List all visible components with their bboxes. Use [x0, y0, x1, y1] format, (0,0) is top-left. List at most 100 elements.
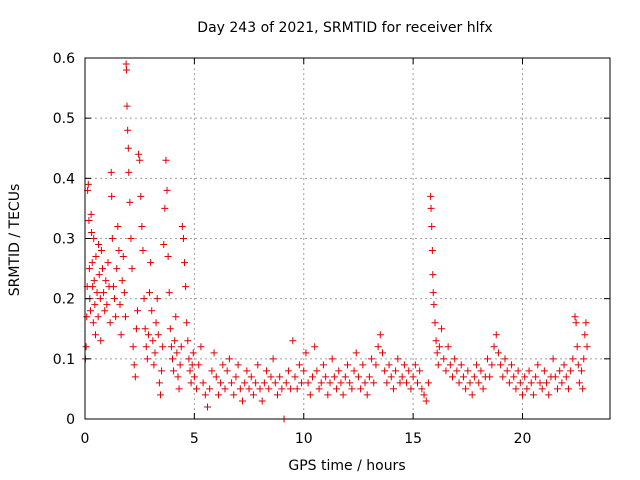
data-point — [104, 259, 112, 267]
data-point — [167, 343, 175, 351]
data-point — [162, 156, 170, 164]
data-point — [124, 144, 132, 152]
data-point — [540, 367, 548, 375]
data-point — [113, 265, 121, 273]
data-point — [416, 367, 424, 375]
data-point — [424, 379, 432, 387]
data-point — [510, 373, 518, 381]
data-point — [169, 355, 176, 363]
data-point — [132, 325, 140, 333]
data-point — [100, 289, 108, 297]
data-point — [225, 355, 233, 363]
data-point — [144, 331, 152, 339]
data-point — [119, 253, 127, 261]
data-point — [82, 343, 90, 351]
data-point — [352, 349, 360, 357]
data-point — [159, 343, 167, 351]
data-point — [350, 367, 358, 375]
data-point — [170, 367, 178, 375]
data-point — [453, 367, 461, 375]
data-point — [435, 343, 443, 351]
data-point — [188, 361, 196, 369]
data-point — [567, 367, 575, 375]
data-point — [182, 283, 190, 291]
data-point — [112, 313, 120, 321]
data-point — [302, 349, 310, 357]
data-point — [319, 361, 327, 369]
x-tick-labels: 0 5 10 15 20 — [81, 431, 532, 447]
data-point — [311, 343, 319, 351]
x-tick-label: 20 — [514, 431, 532, 447]
data-point — [376, 331, 384, 339]
data-point — [581, 331, 589, 339]
x-tick-label: 15 — [404, 431, 422, 447]
data-point — [282, 379, 290, 387]
data-point — [94, 313, 102, 321]
data-point — [258, 397, 266, 405]
data-point — [120, 289, 128, 297]
data-point — [392, 367, 400, 375]
data-point — [363, 391, 371, 399]
data-point — [418, 385, 426, 393]
data-point — [346, 379, 354, 387]
data-point — [190, 373, 198, 381]
data-point — [492, 331, 500, 339]
y-tick-label: 0.1 — [53, 352, 75, 368]
data-point — [206, 385, 214, 393]
data-point — [430, 301, 438, 309]
data-point — [543, 379, 551, 387]
data-point — [139, 247, 147, 255]
data-point — [197, 343, 205, 351]
data-point — [354, 373, 362, 381]
data-point — [134, 307, 141, 315]
data-point — [438, 325, 446, 333]
data-point — [564, 385, 572, 393]
data-point — [234, 361, 242, 369]
data-point — [267, 373, 275, 381]
data-point — [165, 289, 173, 297]
data-point — [243, 367, 251, 375]
data-point — [361, 379, 369, 387]
data-point — [97, 247, 105, 255]
data-point — [494, 349, 502, 357]
data-point — [129, 343, 137, 351]
data-point — [210, 349, 218, 357]
data-point — [260, 379, 268, 387]
data-point — [148, 307, 156, 315]
data-point — [344, 361, 351, 369]
data-point — [457, 361, 465, 369]
data-point — [455, 379, 463, 387]
data-point — [221, 385, 229, 393]
data-point — [103, 301, 111, 309]
data-point — [114, 222, 122, 230]
data-point — [574, 361, 582, 369]
data-point — [562, 373, 570, 381]
data-point — [499, 373, 507, 381]
data-point — [505, 379, 513, 387]
data-point — [131, 373, 139, 381]
data-point — [551, 373, 559, 381]
data-point — [85, 265, 93, 273]
data-point — [158, 367, 166, 375]
data-point — [558, 379, 566, 387]
axis-ticks — [84, 57, 610, 420]
data-point — [289, 337, 297, 345]
data-point — [177, 343, 185, 351]
data-point — [328, 355, 336, 363]
data-point — [141, 325, 149, 333]
data-point — [545, 391, 553, 399]
data-point — [90, 235, 98, 242]
data-point — [428, 222, 436, 230]
data-point — [444, 343, 452, 351]
data-point — [156, 391, 164, 399]
data-point — [107, 168, 115, 176]
data-point — [149, 337, 157, 345]
data-point — [219, 361, 227, 369]
data-point — [512, 385, 520, 393]
data-point — [249, 391, 257, 399]
data-point — [556, 367, 564, 375]
data-point — [433, 349, 441, 357]
data-point — [135, 150, 143, 158]
data-point — [477, 367, 485, 375]
